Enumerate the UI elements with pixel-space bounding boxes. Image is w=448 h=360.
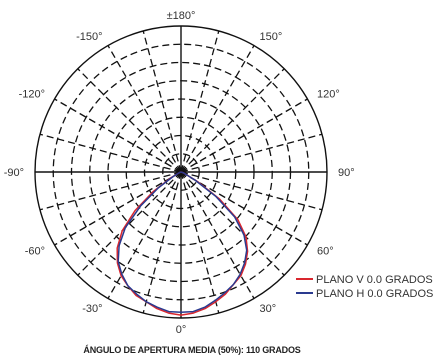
beam-angle-annotation: ÁNGULO DE APERTURA MEDIA (50%): 110 GRAD… bbox=[83, 345, 300, 355]
grid-spoke bbox=[180, 133, 323, 173]
grid-spoke bbox=[107, 171, 182, 299]
polar-grid bbox=[34, 25, 328, 319]
angle-label: 90° bbox=[338, 167, 355, 179]
grid-spoke bbox=[142, 171, 182, 314]
grid-spoke bbox=[54, 171, 182, 246]
angle-label: ±180° bbox=[167, 10, 196, 22]
grid-spoke bbox=[39, 133, 182, 173]
angle-label: 0° bbox=[176, 324, 187, 336]
grid-spoke bbox=[142, 30, 182, 173]
grid-spoke bbox=[77, 68, 182, 173]
angle-label: 30° bbox=[260, 303, 277, 315]
grid-spoke bbox=[107, 45, 182, 173]
grid-spoke bbox=[180, 171, 255, 299]
grid-spoke bbox=[180, 68, 285, 173]
series-line bbox=[117, 171, 248, 313]
grid-spoke bbox=[180, 171, 308, 246]
grid-spoke bbox=[54, 98, 182, 173]
angle-label: 60° bbox=[317, 246, 334, 258]
angle-label: 150° bbox=[260, 31, 283, 43]
series-line bbox=[116, 171, 249, 316]
angle-label: -60° bbox=[25, 246, 45, 258]
angle-label: -120° bbox=[19, 89, 45, 101]
legend-label: PLANO V 0.0 GRADOS bbox=[316, 274, 433, 286]
grid-spoke bbox=[180, 98, 308, 173]
grid-spoke bbox=[180, 171, 220, 314]
angle-label: -150° bbox=[76, 31, 102, 43]
angle-label: -30° bbox=[82, 303, 102, 315]
series-curves bbox=[116, 171, 249, 316]
angle-labels: ±180° 150° 120° 90° 60° 30° 0° -30° -60° -90° -120… bbox=[4, 10, 355, 336]
legend-label: PLANO H 0.0 GRADOS bbox=[316, 288, 433, 300]
angle-label: -90° bbox=[4, 167, 24, 179]
grid-spoke bbox=[180, 171, 323, 211]
angle-label: 120° bbox=[317, 89, 340, 101]
grid-spoke bbox=[180, 45, 255, 173]
grid-spoke bbox=[77, 171, 182, 276]
grid-spoke bbox=[180, 30, 220, 173]
legend: PLANO V 0.0 GRADOS PLANO H 0.0 GRADOS bbox=[296, 274, 433, 300]
grid-spoke bbox=[39, 171, 182, 211]
grid-spoke bbox=[180, 171, 285, 276]
